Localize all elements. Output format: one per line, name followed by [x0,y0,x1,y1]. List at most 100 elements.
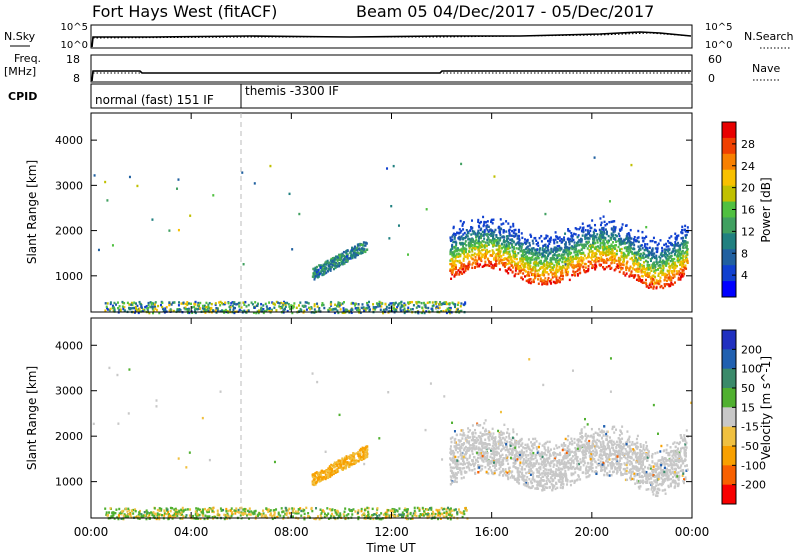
data-cell [598,228,601,232]
nsky-tick-low: 10^0 [61,40,88,51]
data-cell [563,261,566,264]
data-cell [430,512,433,516]
data-cell [605,222,608,226]
data-cell [604,261,607,264]
data-cell [469,241,472,245]
data-cell [445,302,448,306]
data-cell [500,242,503,246]
data-cell [519,260,522,263]
data-cell [521,252,524,255]
data-cell [510,239,513,242]
data-cell [128,509,131,512]
data-cell [686,257,689,261]
data-cell [559,267,562,270]
data-cell [472,261,475,265]
data-cell [468,250,471,253]
data-cell [677,276,680,280]
data-cell [573,266,576,269]
data-cell [402,514,405,517]
data-cell [375,513,378,516]
data-cell [563,236,566,239]
data-cell [682,244,685,248]
data-cell [644,259,647,263]
data-cell [671,242,674,246]
data-cell [230,510,233,514]
data-cell [651,282,654,286]
data-cell [537,255,540,259]
data-cell [670,263,673,266]
data-cell [677,251,680,254]
data-cell [507,255,510,259]
data-cell [522,272,525,275]
data-cell [366,455,369,459]
data-cell [331,470,334,473]
data-cell [591,243,594,247]
data-cell [677,278,680,281]
data-cell [178,310,181,313]
data-cell [498,260,501,263]
data-cell [448,511,451,514]
data-cell [347,461,350,465]
data-cell [549,259,552,262]
data-cell [468,260,471,264]
data-cell [634,239,637,242]
data-cell [388,516,391,519]
data-cell [661,249,664,252]
data-cell [332,471,335,474]
data-cell [580,240,583,243]
data-cell [369,517,372,520]
data-cell [502,222,505,225]
data-cell [484,254,487,257]
data-cell [486,250,489,254]
data-cell [505,239,508,243]
data-cell [473,230,476,233]
data-cell [584,237,587,240]
data-cell [475,241,478,245]
freq-tick-high: 18 [66,53,80,66]
data-cell [533,260,536,264]
data-cell [599,242,602,245]
data-cell [485,221,488,224]
data-cell [683,252,686,255]
data-cell [579,265,582,268]
data-cell [674,232,677,235]
data-cell [651,486,654,489]
data-cell [450,478,453,482]
data-cell [498,268,501,271]
data-cell [324,261,327,264]
data-cell [335,255,338,258]
data-cell [574,244,577,247]
data-cell [545,236,548,240]
data-cell [578,268,581,271]
data-cell [175,512,178,516]
data-cell [367,510,370,514]
data-cell [348,463,351,466]
data-cell [329,475,332,478]
data-cell [350,459,353,463]
data-cell [245,514,248,517]
data-cell [437,511,440,514]
data-cell [550,250,553,254]
data-cell [568,278,571,282]
data-cell [504,261,507,265]
data-cell [218,514,221,517]
data-cell [445,510,448,514]
data-cell [607,440,610,444]
nsearch-trace [92,32,692,39]
data-cell [593,228,596,232]
data-cell [499,236,502,240]
data-cell [464,240,467,243]
data-cell [318,272,321,275]
data-cell [471,253,474,257]
data-cell [547,273,550,276]
data-cell [592,237,595,241]
data-cell [337,301,340,304]
data-cell [472,232,475,235]
data-cell [409,517,412,520]
data-cell [477,235,480,239]
data-cell [680,273,683,276]
data-cell [319,266,322,270]
data-cell [134,305,137,309]
data-cell [462,510,465,513]
data-cell [115,303,118,306]
